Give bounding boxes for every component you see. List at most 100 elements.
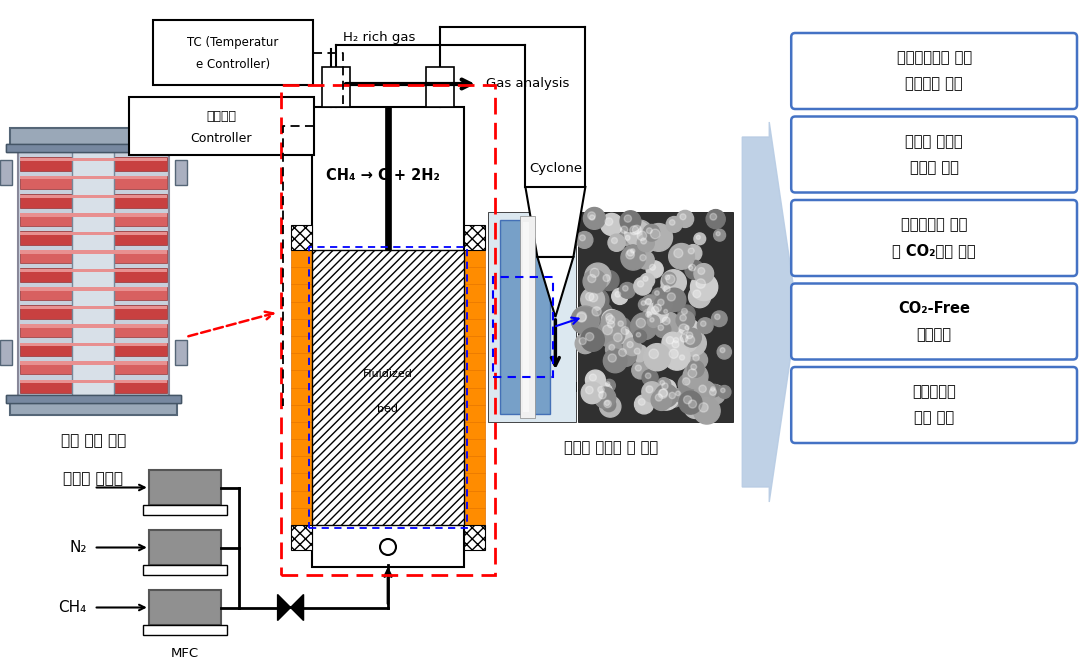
Circle shape [676, 210, 694, 227]
Circle shape [612, 288, 628, 304]
Bar [291, 525, 313, 550]
Circle shape [638, 399, 645, 406]
Bar [20, 250, 167, 263]
Text: 유도 전류 이용: 유도 전류 이용 [61, 433, 126, 448]
Bar [20, 343, 167, 356]
Circle shape [665, 275, 670, 279]
Circle shape [634, 277, 651, 295]
FancyBboxPatch shape [792, 33, 1077, 109]
Circle shape [621, 245, 646, 270]
Circle shape [649, 264, 656, 270]
Circle shape [643, 276, 648, 281]
Bar [20, 287, 167, 291]
Circle shape [584, 288, 609, 313]
Circle shape [587, 301, 613, 328]
Circle shape [634, 330, 647, 343]
Circle shape [646, 261, 663, 278]
Bar [143, 625, 227, 635]
Circle shape [589, 215, 595, 220]
Circle shape [608, 321, 614, 327]
FancyBboxPatch shape [792, 283, 1077, 360]
Circle shape [675, 391, 681, 396]
Circle shape [721, 388, 725, 393]
Circle shape [599, 271, 619, 291]
Circle shape [660, 281, 678, 300]
Bar [20, 231, 167, 235]
Circle shape [637, 281, 644, 287]
Circle shape [669, 243, 695, 269]
Circle shape [644, 225, 660, 241]
Circle shape [607, 315, 615, 324]
Text: 고부가가치: 고부가가치 [913, 384, 956, 400]
Circle shape [657, 378, 671, 392]
Circle shape [680, 315, 686, 321]
Bar [20, 213, 167, 226]
Circle shape [640, 255, 646, 261]
Bar [20, 305, 167, 319]
Bar [309, 247, 467, 528]
Bar [143, 505, 227, 515]
Circle shape [636, 333, 640, 337]
Bar [5, 395, 181, 403]
Circle shape [645, 299, 651, 305]
Circle shape [686, 332, 693, 339]
Circle shape [651, 306, 659, 313]
Bar [143, 565, 227, 575]
Circle shape [706, 385, 725, 404]
Bar [10, 128, 176, 148]
Text: CH₄: CH₄ [59, 600, 87, 615]
Text: N₂: N₂ [70, 540, 87, 555]
Bar [20, 380, 167, 393]
Circle shape [713, 229, 725, 241]
Bar [291, 250, 313, 525]
Bar [20, 324, 167, 327]
Circle shape [706, 209, 725, 229]
Circle shape [641, 295, 660, 313]
Circle shape [577, 313, 586, 322]
Circle shape [583, 270, 607, 293]
Circle shape [656, 394, 662, 401]
Circle shape [666, 337, 674, 344]
Circle shape [669, 392, 675, 399]
Circle shape [670, 219, 675, 225]
Circle shape [603, 317, 624, 337]
Circle shape [650, 229, 660, 239]
Circle shape [608, 234, 625, 251]
Circle shape [636, 251, 654, 269]
Circle shape [620, 283, 635, 298]
Circle shape [676, 311, 695, 329]
Circle shape [627, 249, 634, 256]
Circle shape [587, 212, 601, 227]
Circle shape [644, 344, 671, 371]
Circle shape [693, 355, 699, 361]
Circle shape [697, 317, 713, 334]
Circle shape [629, 226, 638, 235]
Circle shape [668, 293, 675, 301]
Circle shape [699, 403, 708, 412]
Bar [20, 195, 167, 198]
Circle shape [688, 369, 697, 378]
Bar [501, 220, 550, 414]
Circle shape [694, 263, 713, 283]
Circle shape [604, 400, 611, 408]
Circle shape [662, 332, 683, 354]
Bar [426, 67, 454, 107]
Circle shape [714, 314, 720, 319]
Circle shape [685, 245, 701, 261]
Bar [0, 340, 12, 365]
Circle shape [652, 288, 665, 301]
Bar [20, 176, 167, 179]
FancyArrow shape [743, 122, 797, 502]
Bar [72, 148, 114, 397]
Circle shape [575, 334, 596, 354]
Circle shape [628, 246, 640, 259]
Circle shape [640, 238, 647, 244]
Bar [281, 85, 495, 575]
Circle shape [586, 292, 594, 301]
Circle shape [673, 318, 701, 346]
Circle shape [638, 298, 651, 311]
Bar [313, 107, 464, 567]
Circle shape [654, 384, 677, 407]
Circle shape [680, 214, 686, 219]
Circle shape [654, 291, 659, 295]
